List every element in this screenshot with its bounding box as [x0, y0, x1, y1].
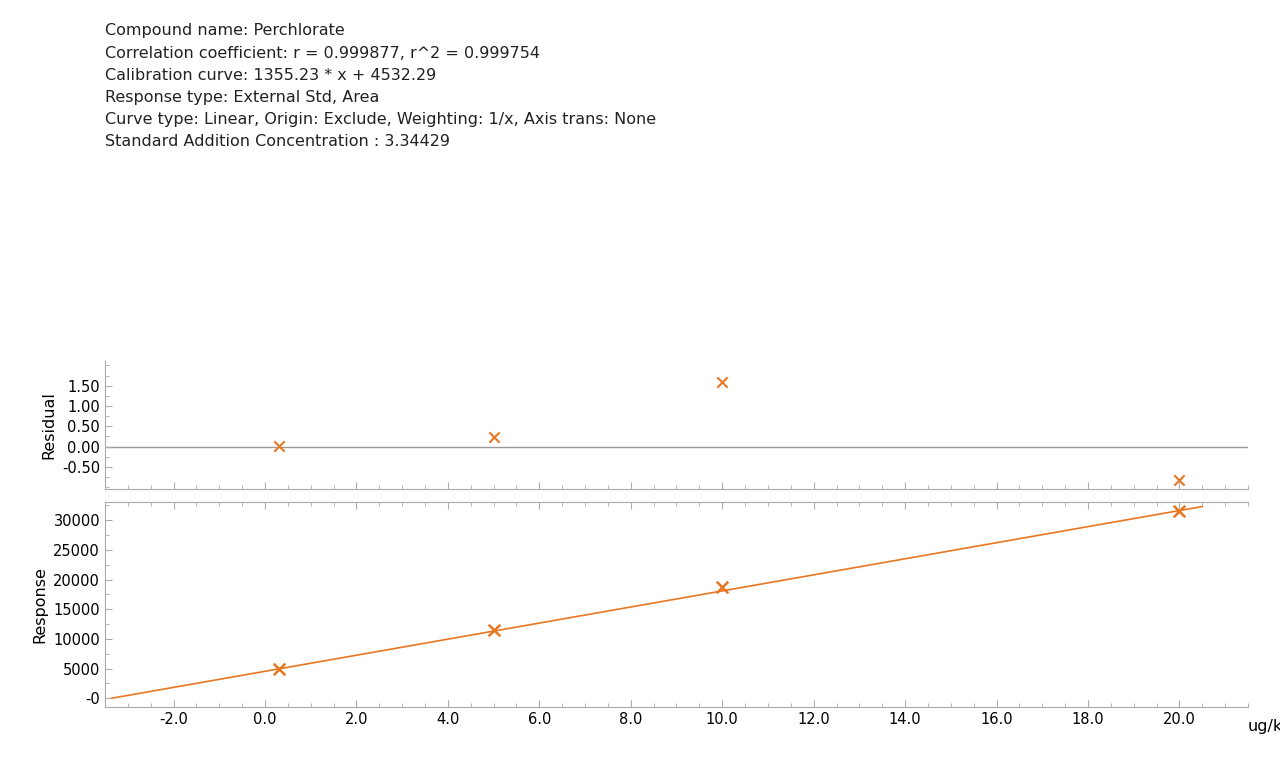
Y-axis label: Response: Response	[33, 566, 47, 643]
Point	[269, 663, 289, 675]
X-axis label: ug/kg: ug/kg	[1248, 720, 1280, 734]
Point	[1169, 474, 1189, 486]
Text: Compound name: Perchlorate
Correlation coefficient: r = 0.999877, r^2 = 0.999754: Compound name: Perchlorate Correlation c…	[105, 23, 657, 149]
Point	[712, 375, 732, 388]
Point	[712, 580, 732, 593]
Point	[269, 440, 289, 452]
Point	[1169, 505, 1189, 517]
Point	[484, 624, 504, 636]
Point	[484, 430, 504, 443]
Y-axis label: Residual: Residual	[41, 392, 56, 459]
